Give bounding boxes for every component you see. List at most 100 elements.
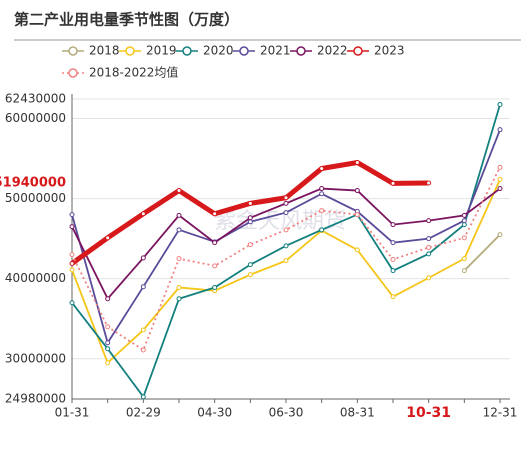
point [140, 255, 146, 261]
legend-marker [182, 46, 192, 56]
point [354, 247, 360, 253]
chart-title: 第二产业用电量季节性图（万度） [14, 11, 239, 29]
point [461, 235, 467, 241]
point [461, 222, 467, 228]
point [390, 268, 396, 274]
point [354, 212, 360, 218]
point [212, 284, 218, 290]
point [69, 224, 75, 230]
legend-label: 2018 [89, 44, 120, 58]
point [247, 200, 253, 206]
legend-marker [68, 68, 78, 78]
point [140, 347, 146, 353]
x-tick-label: 08-31 [340, 406, 375, 420]
point [140, 211, 146, 217]
y-tick-label: 24980000 [5, 392, 66, 406]
point [105, 340, 111, 346]
point [69, 260, 75, 266]
point [354, 160, 360, 166]
point [390, 222, 396, 228]
point [426, 180, 432, 186]
point [319, 191, 325, 197]
y-tick-label: 30000000 [5, 351, 66, 365]
point [176, 212, 182, 218]
point [105, 360, 111, 366]
legend-label: 2018-2022均值 [89, 65, 178, 80]
point [247, 272, 253, 278]
x-tick-label: 04-30 [197, 406, 232, 420]
point [283, 195, 289, 201]
point [212, 211, 218, 217]
series-line [71, 178, 501, 365]
y-tick-label: 40000000 [5, 271, 66, 285]
point [390, 256, 396, 262]
point [140, 394, 146, 400]
y-tick-label: 50000000 [5, 191, 66, 205]
point [247, 215, 253, 221]
point [319, 166, 325, 172]
y-marker-label: 51940000 [0, 176, 66, 191]
point [319, 208, 325, 214]
y-tick-label: 62430000 [5, 92, 66, 106]
point [140, 327, 146, 333]
legend-label: 2020 [203, 44, 234, 58]
point [497, 232, 503, 238]
point [105, 235, 111, 241]
legend-label: 2021 [260, 44, 291, 58]
point [176, 188, 182, 194]
x-tick-label: 02-29 [126, 406, 161, 420]
x-tick-label: 12-31 [483, 406, 518, 420]
point [176, 256, 182, 262]
point [247, 242, 253, 248]
point [390, 180, 396, 186]
point [497, 101, 503, 107]
legend-label: 2019 [146, 44, 177, 58]
point [354, 188, 360, 194]
point [283, 243, 289, 249]
legend-label: 2022 [317, 44, 348, 58]
point [176, 284, 182, 290]
series [69, 186, 503, 302]
point [176, 227, 182, 233]
point [105, 346, 111, 352]
point [283, 200, 289, 206]
point [105, 296, 111, 302]
point [247, 219, 253, 225]
point [247, 262, 253, 268]
legend-marker [296, 46, 306, 56]
y-tick-label: 60000000 [5, 111, 66, 125]
series [69, 101, 503, 400]
point [426, 275, 432, 281]
x-tick-label: 10-31 [406, 405, 451, 421]
legend-label: 2023 [374, 44, 405, 58]
point [461, 256, 467, 262]
point [390, 294, 396, 300]
point [497, 176, 503, 182]
point [140, 284, 146, 290]
series-line [71, 129, 501, 345]
point [69, 252, 75, 258]
legend-marker [353, 46, 363, 56]
point [212, 263, 218, 269]
point [497, 164, 503, 170]
point [176, 296, 182, 302]
point [283, 210, 289, 216]
series [69, 127, 503, 346]
point [426, 236, 432, 242]
point [105, 324, 111, 330]
series [69, 164, 503, 353]
point [461, 268, 467, 274]
legend-marker [68, 46, 78, 56]
point [497, 127, 503, 133]
x-tick-label: 06-30 [269, 406, 304, 420]
point [426, 244, 432, 250]
series [69, 159, 432, 266]
point [69, 212, 75, 218]
point [319, 227, 325, 233]
point [497, 186, 503, 192]
point [390, 240, 396, 246]
point [426, 251, 432, 257]
point [69, 300, 75, 306]
point [212, 240, 218, 246]
